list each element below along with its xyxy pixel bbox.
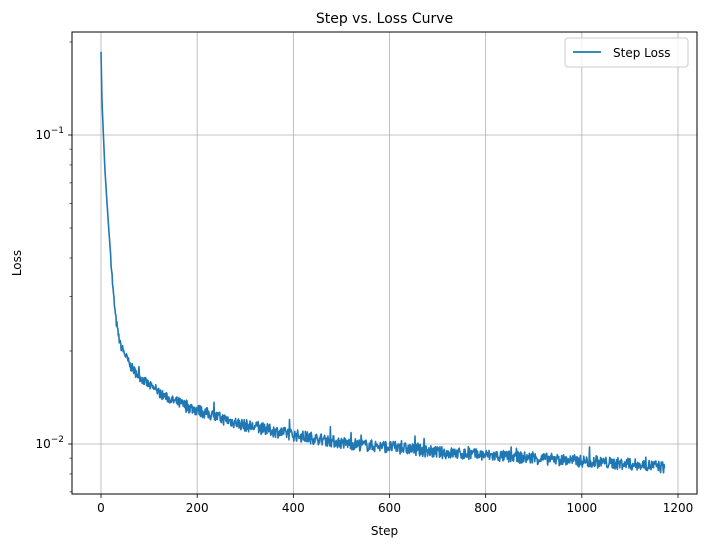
grid-lines	[72, 32, 697, 494]
x-axis-label: Step	[371, 524, 398, 538]
chart-title: Step vs. Loss Curve	[316, 11, 453, 27]
loss-line	[100, 51, 666, 474]
x-tick-label: 200	[186, 501, 209, 515]
legend: Step Loss	[564, 37, 689, 68]
x-tick-label: 1200	[663, 501, 694, 515]
x-tick-label: 800	[474, 501, 497, 515]
y-tick-label: 10−2	[35, 435, 64, 451]
legend-label: Step Loss	[613, 46, 670, 60]
step-loss-series-line	[100, 51, 666, 474]
y-axis-label: Loss	[10, 250, 24, 276]
x-tick-label: 600	[378, 501, 401, 515]
legend-box	[564, 37, 689, 68]
x-axis-ticks: 0 200 400 600 800 1000 1200	[97, 494, 693, 515]
axes-frame	[71, 31, 698, 495]
x-tick-label: 1000	[567, 501, 598, 515]
x-tick-label: 0	[97, 501, 105, 515]
y-tick-label: 10−1	[35, 126, 64, 142]
y-axis-ticks: 10−2 10−1	[35, 41, 72, 493]
x-tick-label: 400	[282, 501, 305, 515]
